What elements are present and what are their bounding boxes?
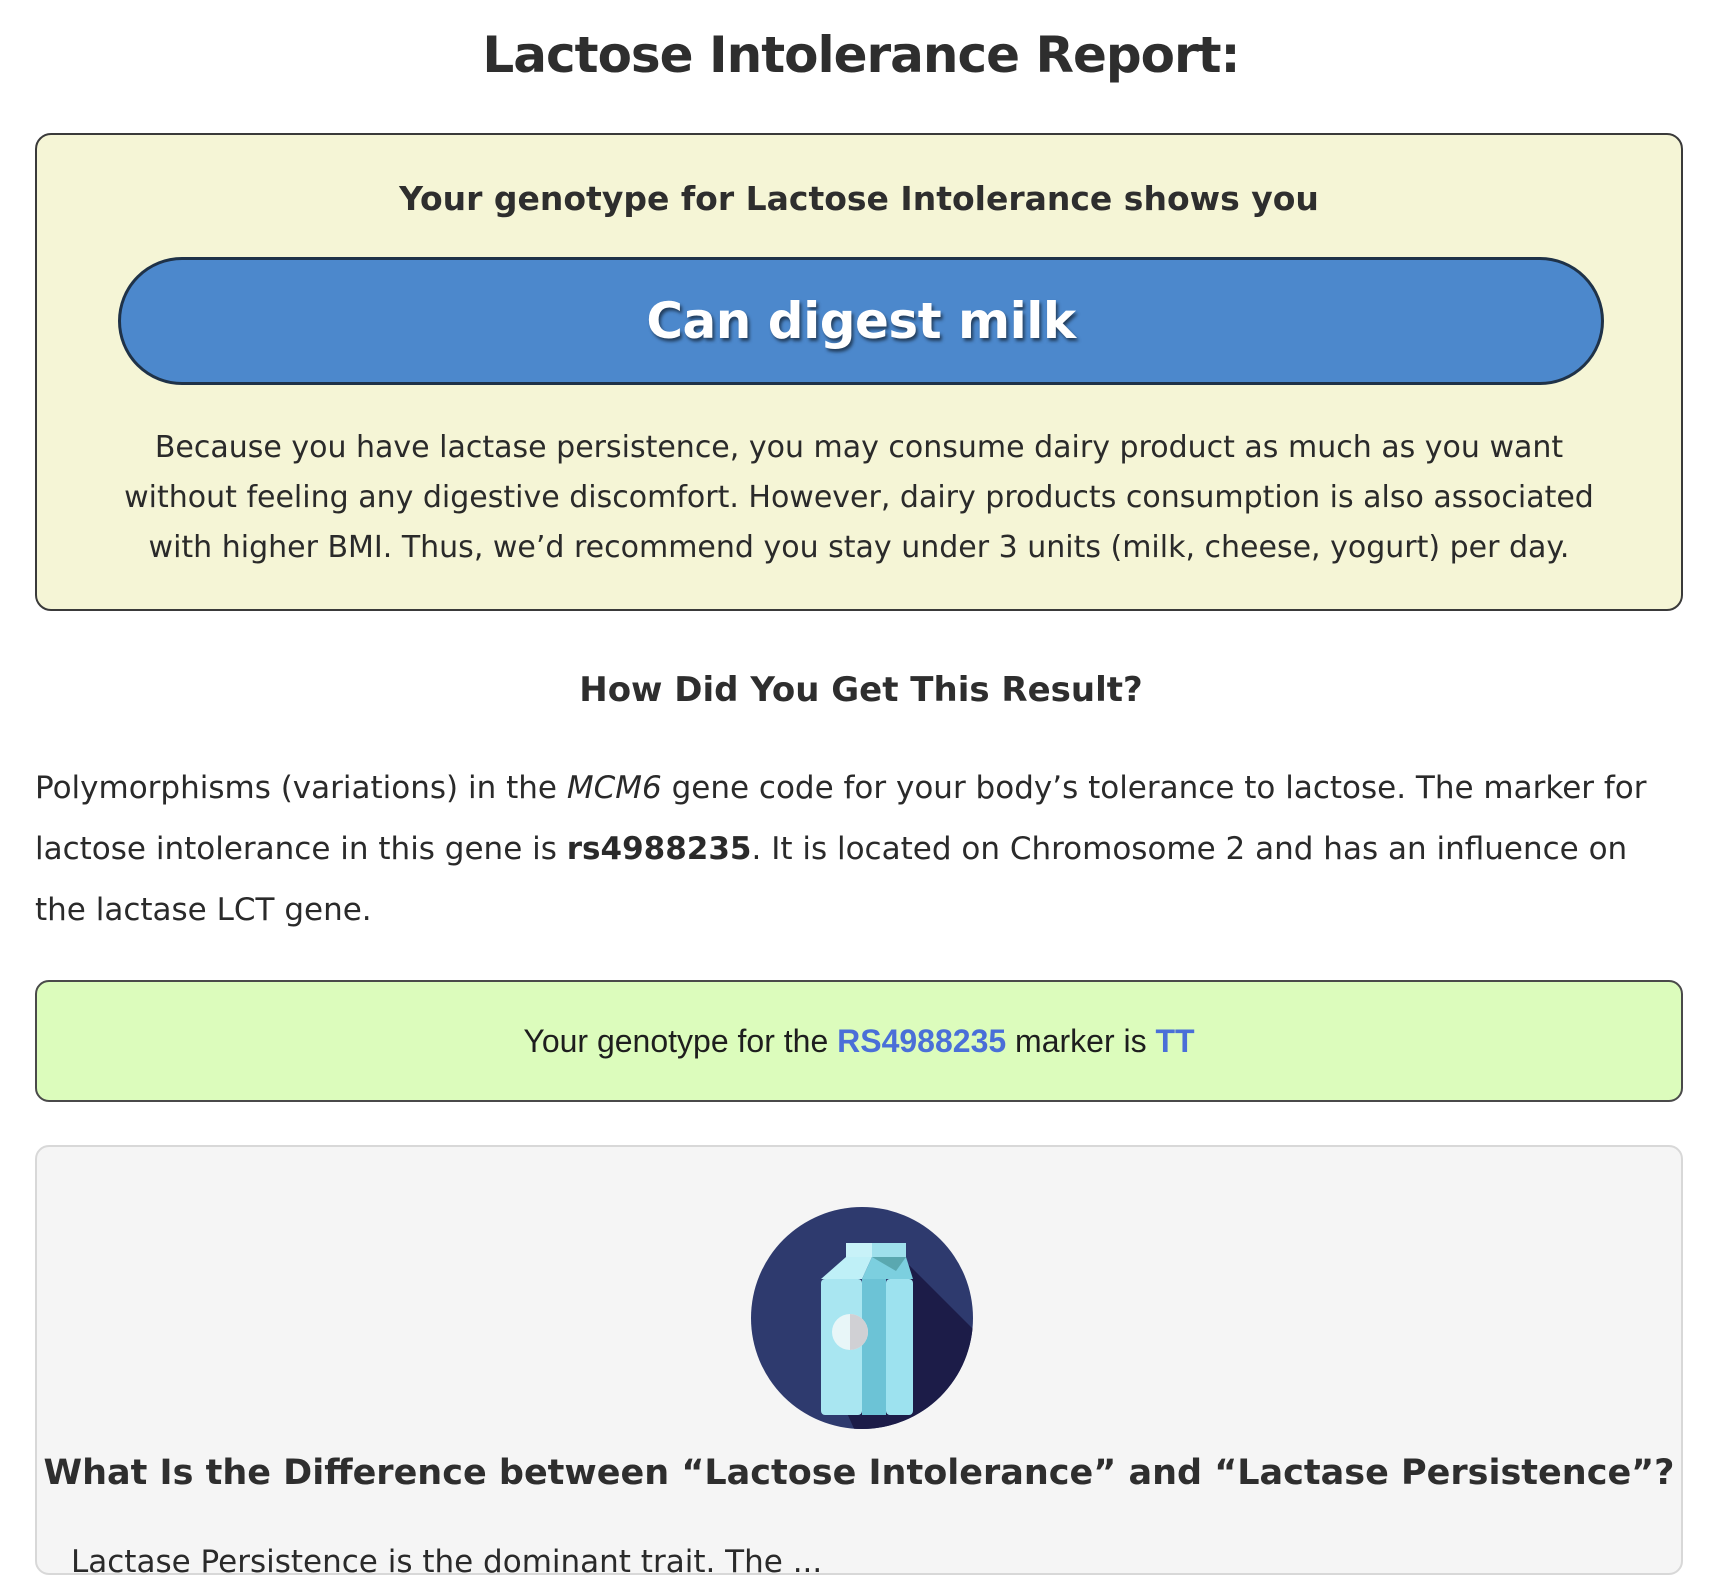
report-page: Lactose Intolerance Report: Your genotyp… [35,0,1687,1580]
milk-carton-icon [751,1207,973,1429]
how-heading: How Did You Get This Result? [579,670,1143,710]
genotype-middle: marker is [1006,1022,1156,1059]
how-explanation: Polymorphisms (variations) in the MCM6 g… [35,758,1687,941]
genotype-prefix: Your genotype for the [523,1022,838,1059]
genotype-marker: RS4988235 [837,1022,1007,1059]
result-description: Because you have lactase persistence, yo… [124,430,1594,565]
result-verdict-pill: Can digest milk [118,257,1604,385]
how-text-part3: . It is located on Chromosome 2 and has … [35,831,1628,928]
result-box: Your genotype for Lactose Intolerance sh… [35,133,1683,611]
result-intro: Your genotype for Lactose Intolerance sh… [399,179,1319,218]
marker-id: rs4988235 [566,831,752,867]
info-box: What Is the Difference between “Lactose … [35,1145,1683,1580]
info-heading: What Is the Difference between “Lactose … [43,1453,1675,1493]
genotype-box: Your genotype for the RS4988235 marker i… [35,980,1683,1102]
how-text-part1: Polymorphisms (variations) in the [35,770,567,806]
report-title: Lactose Intolerance Report: [482,26,1240,84]
info-text: Lactase Persistence is the dominant trai… [71,1544,823,1580]
how-text-part2: gene code for your body’s tolerance to l… [35,770,1647,867]
gene-name: MCM6 [566,770,662,806]
genotype-value: TT [1155,1022,1195,1059]
